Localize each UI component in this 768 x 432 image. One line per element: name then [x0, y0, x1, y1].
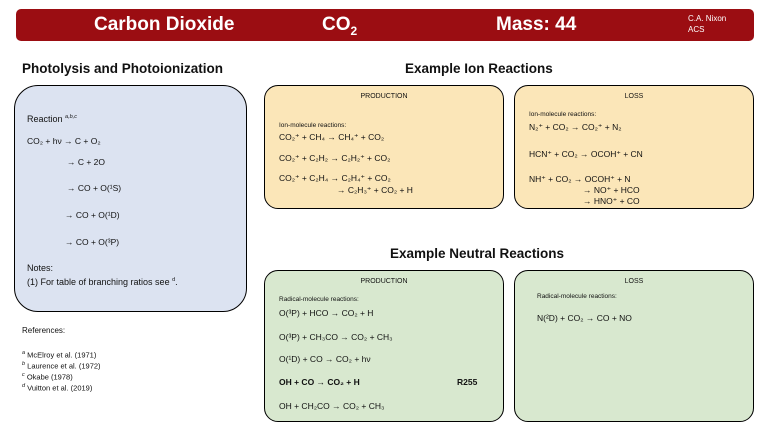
- reference-item: d Vuitton et al. (2019): [22, 383, 93, 393]
- photolysis-line: → CO + O(¹S): [67, 183, 122, 193]
- photolysis-line: → CO + O(³P): [65, 237, 120, 247]
- panel-subtitle: Radical-molecule reactions:: [537, 293, 617, 300]
- author-credit: C.A. Nixon ACS: [688, 14, 727, 34]
- reaction-tag: R255: [457, 377, 478, 387]
- reaction: → HNO⁺ + CO: [583, 196, 640, 206]
- panel-subtitle: Ion-molecule reactions:: [279, 122, 347, 129]
- panel-subtitle: Ion-molecule reactions:: [529, 111, 597, 118]
- neutral-loss-panel: LOSS Radical-molecule reactions: N(²D) +…: [514, 270, 754, 422]
- neutral-production-panel: PRODUCTION Radical-molecule reactions: O…: [264, 270, 504, 422]
- molecule-mass: Mass: 44: [496, 14, 577, 35]
- reaction: OH + CH₂CO → CO₂ + CH₃: [279, 401, 385, 411]
- reference-item: a McElroy et al. (1971): [22, 350, 97, 360]
- ion-loss-panel: LOSS Ion-molecule reactions: N₂⁺ + CO₂ →…: [514, 85, 754, 209]
- ion-heading: Example Ion Reactions: [405, 61, 553, 76]
- photolysis-panel: Reaction a,b,c CO₂ + hν → C + O₂ → C + 2…: [14, 85, 247, 312]
- reaction: → NO⁺ + HCO: [583, 185, 640, 195]
- panel-title: PRODUCTION: [360, 93, 408, 100]
- reaction: N₂⁺ + CO₂ → CO₂⁺ + N₂: [529, 122, 622, 132]
- photolysis-heading: Photolysis and Photoionization: [22, 61, 223, 76]
- reaction: NH⁺ + CO₂ → OCOH⁺ + N: [529, 174, 631, 184]
- panel-title: PRODUCTION: [360, 278, 408, 285]
- photolysis-line: → C + 2O: [67, 157, 106, 167]
- molecule-formula: CO2: [322, 14, 358, 38]
- panel-title: LOSS: [624, 278, 644, 285]
- photolysis-line: → CO + O(¹D): [65, 210, 120, 220]
- reaction-highlighted: OH + CO → CO₂ + H: [279, 377, 360, 387]
- reaction: N(²D) + CO₂ → CO + NO: [537, 313, 632, 323]
- panel-title: LOSS: [624, 93, 644, 100]
- ion-production-panel: PRODUCTION Ion-molecule reactions: CO₂⁺ …: [264, 85, 504, 209]
- reaction: CO₂⁺ + C₂H₄ → C₂H₄⁺ + CO₂: [279, 173, 391, 183]
- neutral-heading: Example Neutral Reactions: [390, 246, 565, 261]
- references-label: References:: [22, 326, 66, 335]
- molecule-name: Carbon Dioxide: [94, 14, 235, 35]
- notes-label: Notes:: [27, 263, 54, 273]
- reaction: O(³P) + HCO → CO₂ + H: [279, 308, 374, 318]
- photolysis-line: CO₂ + hν → C + O₂: [27, 136, 101, 146]
- note-line: (1) For table of branching ratios see d.: [27, 277, 178, 287]
- reaction: HCN⁺ + CO₂ → OCOH⁺ + CN: [529, 149, 643, 159]
- reference-item: c Okabe (1978): [22, 372, 73, 382]
- reaction: O(³P) + CH₃CO → CO₂ + CH₃: [279, 332, 393, 342]
- reference-item: b Laurence et al. (1972): [22, 361, 101, 371]
- reaction: CO₂⁺ + C₂H₂ → C₂H₂⁺ + CO₂: [279, 153, 391, 163]
- reaction: → C₂H₃⁺ + CO₂ + H: [337, 185, 413, 195]
- reaction-label: Reaction a,b,c: [27, 114, 77, 124]
- panel-subtitle: Radical-molecule reactions:: [279, 296, 359, 303]
- reaction: O(¹D) + CO → CO₂ + hν: [279, 354, 371, 364]
- title-bar: Carbon Dioxide CO2 Mass: 44 C.A. Nixon AC…: [16, 9, 754, 41]
- reaction: CO₂⁺ + CH₄ → CH₄⁺ + CO₂: [279, 132, 385, 142]
